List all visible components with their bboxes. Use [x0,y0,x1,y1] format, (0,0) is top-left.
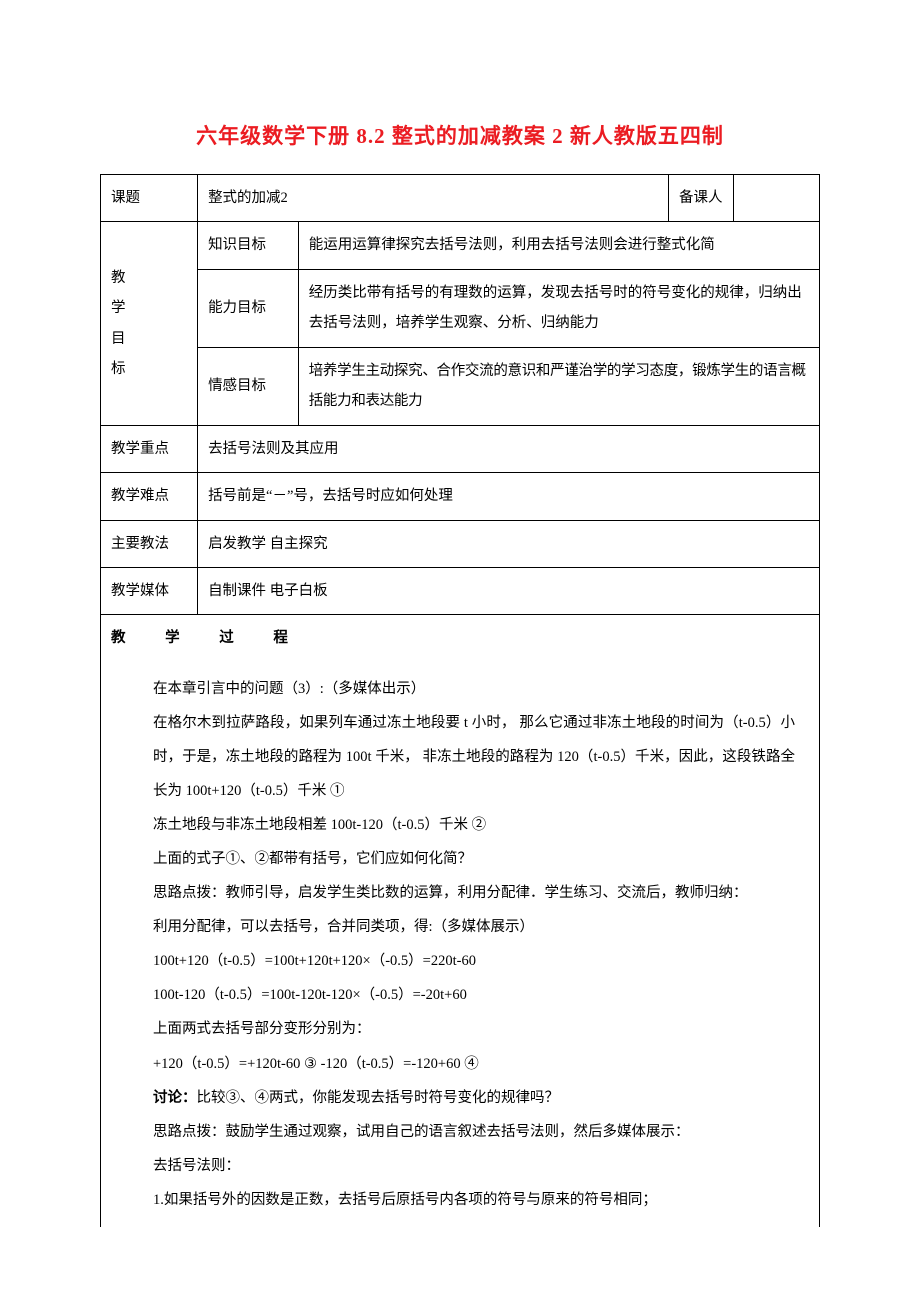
prep-value [733,175,819,222]
header-row: 课题 整式的加减2 备课人 [101,175,820,222]
row-text: 去括号法则及其应用 [198,425,820,472]
objective-row-emotion: 情感目标 培养学生主动探究、合作交流的意识和严谨治学的学习态度，锻炼学生的语言概… [101,347,820,425]
objective-text: 能运用运算律探究去括号法则，利用去括号法则会进行整式化简 [298,222,819,269]
body-line: 在本章引言中的问题（3）:（多媒体出示） [153,672,795,706]
body-line: 冻土地段与非冻土地段相差 100t-120（t-0.5）千米 ② [153,808,795,842]
table-row: 教学重点 去括号法则及其应用 [101,425,820,472]
row-label: 教学难点 [101,473,198,520]
body-line: 100t-120（t-0.5）=100t-120t-120×（-0.5）=-20… [153,978,795,1012]
lesson-plan-table: 课题 整式的加减2 备课人 教 学 目 标 知识目标 能运用运算律探究去括号法则… [100,174,820,1227]
table-row: 教学难点 括号前是“－”号，去括号时应如何处理 [101,473,820,520]
process-body-row: 在本章引言中的问题（3）:（多媒体出示） 在格尔木到拉萨路段，如果列车通过冻土地… [101,662,820,1227]
row-label: 教学媒体 [101,567,198,614]
objective-row-ability: 能力目标 经历类比带有括号的有理数的运算，发现去括号时的符号变化的规律，归纳出去… [101,269,820,347]
discuss-text: 比较③、④两式，你能发现去括号时符号变化的规律吗？ [197,1090,560,1106]
process-header: 教 学 过 程 [101,615,820,662]
objectives-vertical-label: 教 学 目 标 [101,222,198,425]
row-label: 主要教法 [101,520,198,567]
body-line: 在格尔木到拉萨路段，如果列车通过冻土地段要 t 小时， 那么它通过非冻土地段的时… [153,706,795,808]
topic-value: 整式的加减2 [198,175,669,222]
vlabel-line: 教 [111,270,126,286]
body-line-discuss: 讨论：比较③、④两式，你能发现去括号时符号变化的规律吗？ [153,1081,795,1115]
objective-label: 情感目标 [198,347,299,425]
body-line: 1.如果括号外的因数是正数，去括号后原括号内各项的符号与原来的符号相同； [153,1183,795,1217]
body-line: 思路点拨：教师引导，启发学生类比数的运算，利用分配律．学生练习、交流后，教师归纳… [153,876,795,910]
discuss-label: 讨论： [153,1090,197,1106]
row-label: 教学重点 [101,425,198,472]
process-body: 在本章引言中的问题（3）:（多媒体出示） 在格尔木到拉萨路段，如果列车通过冻土地… [101,662,820,1227]
vlabel-line: 标 [111,361,126,377]
body-line: 利用分配律，可以去括号，合并同类项，得:（多媒体展示） [153,910,795,944]
body-line: 去括号法则： [153,1149,795,1183]
row-text: 自制课件 电子白板 [198,567,820,614]
body-line: 上面两式去括号部分变形分别为： [153,1012,795,1046]
body-line: +120（t-0.5）=+120t-60 ③ -120（t-0.5）=-120+… [153,1047,795,1081]
body-line: 上面的式子①、②都带有括号，它们应如何化简？ [153,842,795,876]
topic-label: 课题 [101,175,198,222]
vlabel-line: 学 [111,300,126,316]
objective-text: 培养学生主动探究、合作交流的意识和严谨治学的学习态度，锻炼学生的语言概括能力和表… [298,347,819,425]
body-line: 100t+120（t-0.5）=100t+120t+120×（-0.5）=220… [153,944,795,978]
body-line: 思路点拨：鼓励学生通过观察，试用自己的语言叙述去括号法则，然后多媒体展示： [153,1115,795,1149]
objective-label: 能力目标 [198,269,299,347]
table-row: 教学媒体 自制课件 电子白板 [101,567,820,614]
row-text: 启发教学 自主探究 [198,520,820,567]
objective-row-knowledge: 教 学 目 标 知识目标 能运用运算律探究去括号法则，利用去括号法则会进行整式化… [101,222,820,269]
page-title: 六年级数学下册 8.2 整式的加减教案 2 新人教版五四制 [100,120,820,150]
vlabel-line: 目 [111,331,126,347]
objective-label: 知识目标 [198,222,299,269]
table-row: 主要教法 启发教学 自主探究 [101,520,820,567]
objective-text: 经历类比带有括号的有理数的运算，发现去括号时的符号变化的规律，归纳出去括号法则，… [298,269,819,347]
prep-label: 备课人 [669,175,734,222]
process-header-row: 教 学 过 程 [101,615,820,662]
row-text: 括号前是“－”号，去括号时应如何处理 [198,473,820,520]
